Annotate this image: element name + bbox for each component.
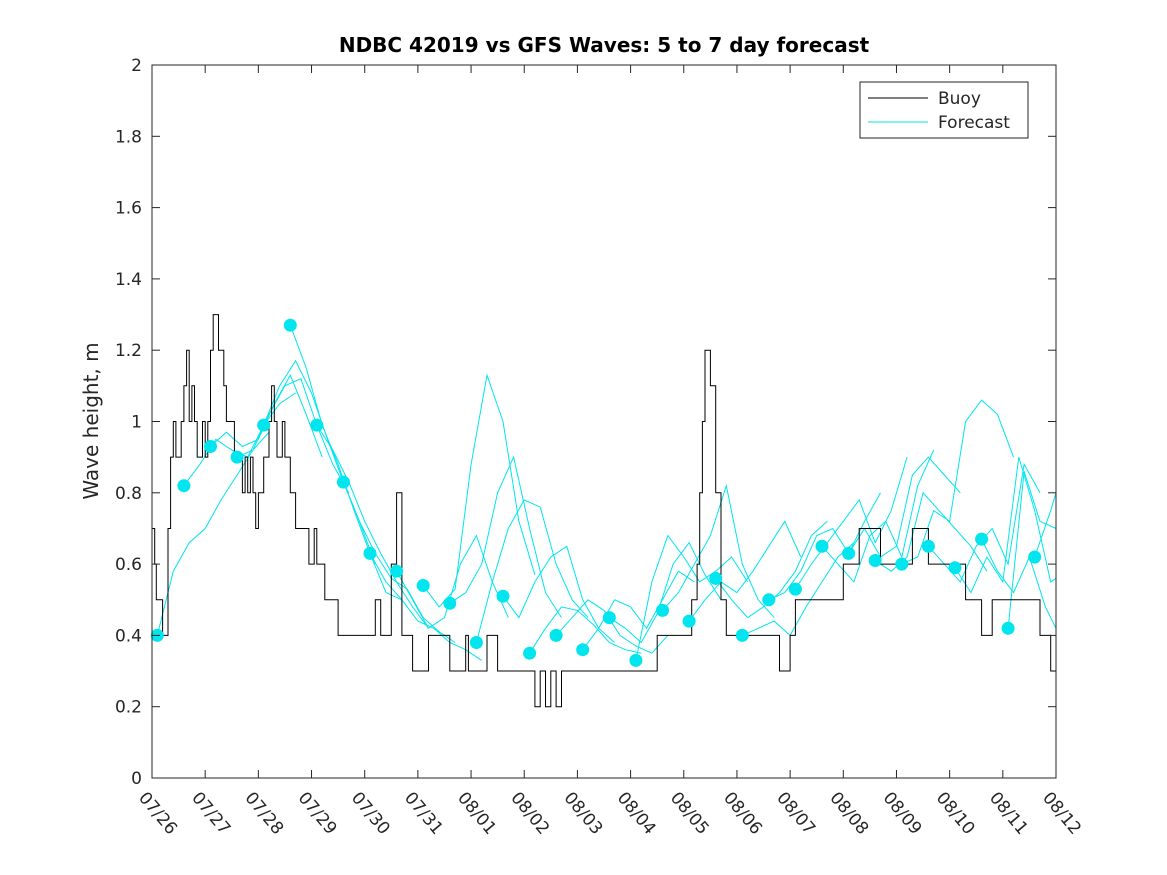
chart-title: NDBC 42019 vs GFS Waves: 5 to 7 day fore…	[339, 33, 870, 57]
forecast-track-9	[396, 534, 509, 630]
forecast-track-20	[688, 520, 802, 622]
forecast-point-14	[523, 646, 537, 660]
forecast-point-21	[709, 571, 723, 585]
legend: Buoy Forecast	[859, 81, 1029, 139]
forecast-point-15	[549, 628, 563, 642]
forecast-point-24	[788, 582, 802, 596]
y-tick-label-10: 2	[131, 56, 142, 76]
forecast-tracks	[156, 325, 1057, 661]
legend-box	[859, 81, 1029, 139]
buoy-series	[152, 314, 1056, 708]
forecast-track-3	[236, 378, 350, 494]
forecast-point-29	[921, 539, 935, 553]
forecast-track-31	[981, 538, 1057, 629]
y-axis: 0 0.2 0.4 0.6 0.8 1 1.2 1.4 1.6 1.8 2	[115, 56, 1056, 789]
forecast-point-19	[656, 603, 669, 617]
forecast-track-33	[1034, 492, 1057, 558]
forecast-track-10	[422, 373, 536, 608]
forecast-point-33	[1028, 550, 1042, 564]
forecast-point-5	[283, 318, 297, 332]
forecast-point-11	[443, 596, 457, 610]
forecast-point-25	[815, 539, 829, 553]
y-tick-label-5: 1	[131, 413, 142, 433]
forecast-track-14	[529, 606, 642, 654]
y-tick-label-0: 0	[131, 769, 142, 789]
forecast-point-22	[735, 628, 749, 642]
y-tick-label-6: 1.2	[115, 341, 142, 361]
forecast-point-18	[629, 653, 643, 667]
forecast-track-12	[475, 499, 589, 643]
forecast-point-17	[602, 611, 616, 625]
forecast-point-30	[948, 561, 962, 575]
forecast-point-26	[842, 546, 856, 560]
forecast-track-13	[502, 545, 615, 643]
y-tick-label-7: 1.4	[115, 270, 142, 290]
forecast-track-28	[901, 399, 1014, 565]
buoy-line	[152, 314, 1056, 708]
forecast-point-1	[177, 479, 191, 493]
forecast-track-16	[582, 570, 695, 650]
forecast-point-27	[868, 554, 882, 567]
forecast-point-31	[975, 532, 989, 546]
forecast-point-2	[204, 440, 217, 453]
y-tick-label-9: 1.8	[115, 127, 142, 147]
forecast-track-7	[342, 481, 456, 643]
forecast-point-12	[469, 636, 483, 649]
forecast-point-8	[363, 546, 377, 560]
y-axis-label: Wave height, m	[79, 342, 103, 499]
forecast-point-28	[895, 557, 909, 571]
y-tick-label-3: 0.6	[115, 555, 142, 575]
forecast-track-8	[369, 553, 482, 661]
forecast-point-16	[576, 643, 590, 657]
forecast-track-6	[316, 424, 429, 629]
forecast-track-17	[609, 541, 722, 644]
forecast-points	[150, 318, 1042, 667]
forecast-track-11	[449, 455, 562, 618]
forecast-track-26	[848, 456, 961, 558]
y-tick-label-8: 1.6	[115, 199, 142, 219]
forecast-track-27	[874, 491, 988, 572]
forecast-track-23	[768, 492, 881, 601]
forecast-track-32	[1007, 471, 1057, 629]
forecast-point-10	[416, 579, 430, 592]
forecast-point-32	[1001, 621, 1015, 635]
y-tick-label-1: 0.2	[115, 698, 142, 718]
y-tick-label-4: 0.8	[115, 484, 142, 504]
forecast-track-0	[156, 431, 270, 636]
legend-label-buoy: Buoy	[938, 89, 981, 109]
forecast-point-3	[230, 450, 244, 464]
forecast-point-20	[682, 614, 696, 628]
forecast-track-19	[662, 483, 775, 618]
legend-label-forecast: Forecast	[938, 113, 1010, 133]
plot-area	[152, 65, 1056, 778]
forecast-point-13	[496, 589, 510, 603]
forecast-point-23	[762, 593, 776, 607]
forecast-point-4	[257, 418, 271, 432]
forecast-point-7	[336, 475, 350, 489]
forecast-track-30	[954, 456, 1057, 594]
y-tick-label-2: 0.4	[115, 626, 142, 646]
forecast-point-6	[310, 418, 324, 432]
forecast-track-24	[794, 456, 908, 590]
forecast-point-9	[390, 564, 404, 578]
